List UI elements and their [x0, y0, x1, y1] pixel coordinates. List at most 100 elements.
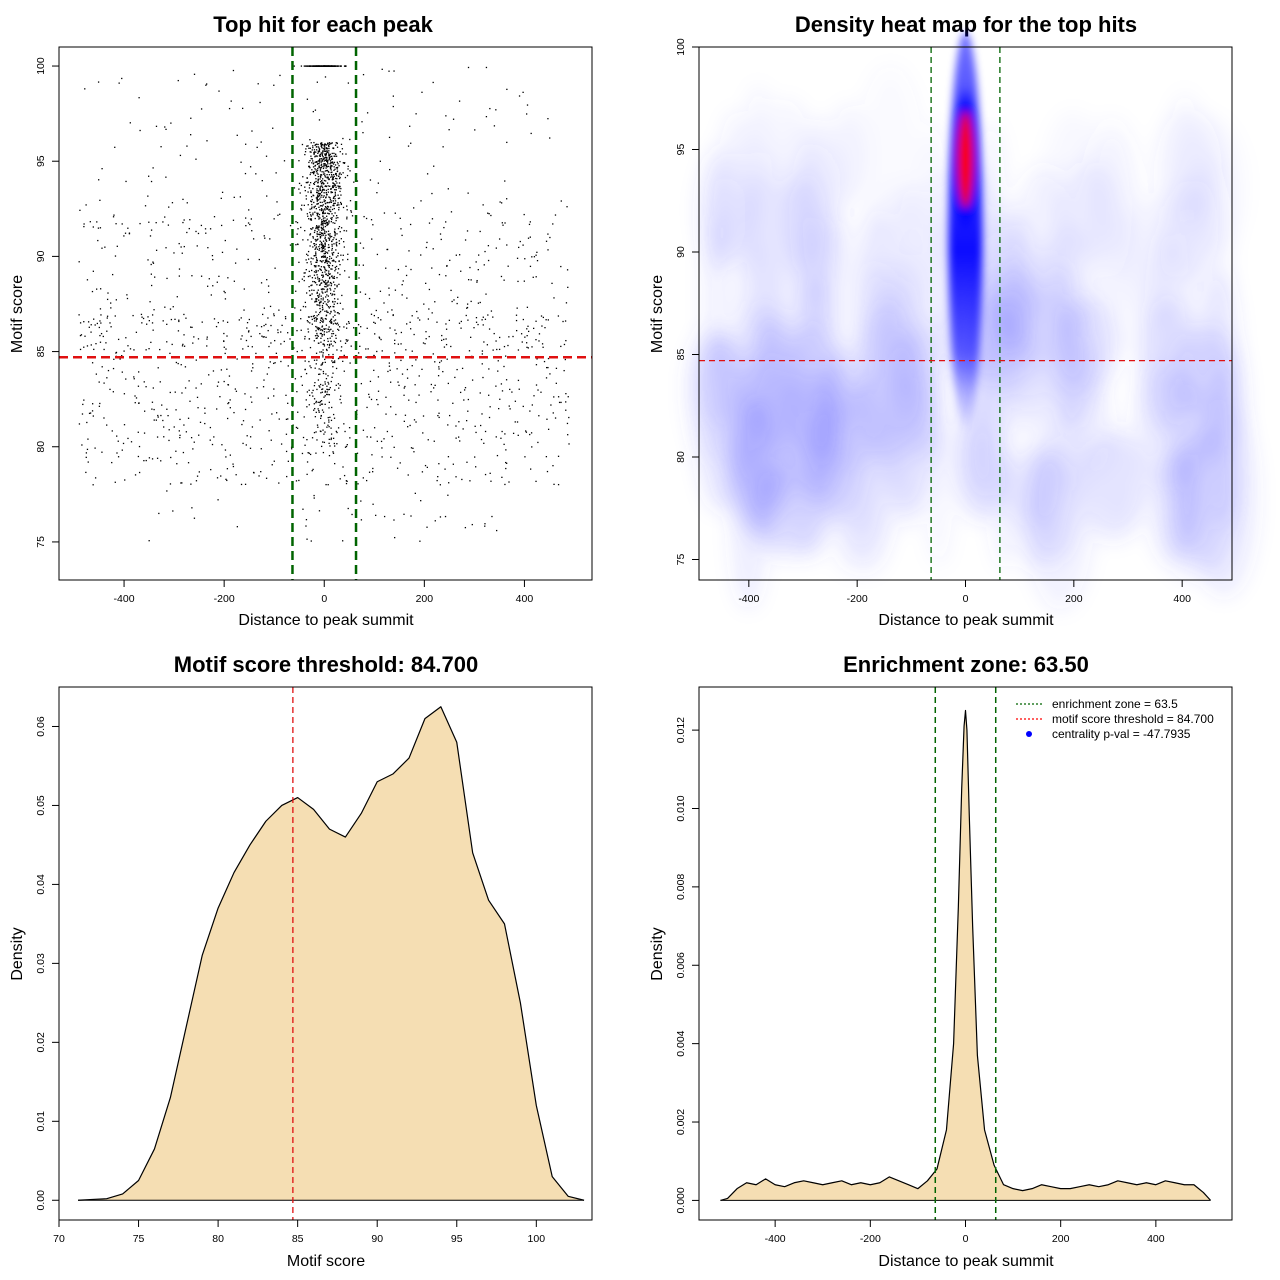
scatter-point — [322, 361, 324, 364]
scatter-point — [320, 341, 322, 343]
scatter-point — [517, 280, 519, 283]
score-x-tick-label: 80 — [212, 1233, 224, 1245]
scatter-point — [480, 424, 482, 427]
scatter-point — [383, 515, 386, 518]
scatter-point — [543, 360, 546, 363]
scatter-point — [540, 315, 543, 317]
scatter-point — [415, 359, 417, 361]
scatter-point — [330, 318, 332, 321]
scatter-point — [319, 383, 322, 386]
scatter-point — [440, 339, 443, 341]
scatter-point — [463, 389, 466, 391]
scatter-point — [165, 128, 167, 130]
scatter-point — [517, 349, 520, 351]
scatter-point — [320, 417, 322, 420]
scatter-point — [328, 407, 330, 409]
scatter-point — [411, 315, 413, 317]
scatter-point — [371, 238, 373, 240]
scatter-point — [387, 370, 389, 373]
scatter-point — [328, 239, 331, 241]
scatter-point — [126, 297, 129, 300]
scatter-point — [316, 284, 318, 286]
scatter-point — [163, 426, 165, 428]
scatter-point — [471, 379, 474, 381]
scatter-point — [346, 480, 348, 482]
scatter-point — [331, 335, 333, 337]
scatter-point — [129, 348, 132, 350]
scatter-panel: Top hit for each peak -400 -200 0 200 400 75… — [9, 12, 593, 629]
scatter-point — [334, 341, 337, 344]
scatter-point — [298, 479, 300, 482]
scatter-point — [400, 359, 402, 362]
score-y-label: Density — [9, 927, 26, 980]
heatmap-blob — [697, 152, 757, 267]
scatter-point — [339, 326, 341, 328]
scatter-point — [307, 215, 309, 217]
scatter-point — [348, 276, 350, 278]
scatter-point — [538, 340, 540, 342]
scatter-point — [500, 202, 503, 204]
scatter-point — [319, 233, 321, 236]
scatter-point — [326, 311, 328, 313]
scatter-point — [326, 160, 329, 163]
scatter-point — [310, 142, 312, 144]
scatter-point — [554, 417, 557, 419]
scatter-point — [182, 343, 184, 346]
scatter-point — [326, 176, 328, 179]
scatter-point — [304, 301, 307, 304]
scatter-point — [310, 257, 312, 259]
scatter-point — [319, 174, 322, 176]
scatter-point — [333, 442, 335, 445]
scatter-point — [458, 254, 461, 256]
scatter-point — [345, 339, 347, 341]
scatter-point — [313, 289, 315, 292]
scatter-point — [299, 192, 301, 194]
scatter-point — [223, 332, 225, 335]
scatter-point — [318, 229, 320, 231]
scatter-point — [317, 162, 319, 165]
scatter-point — [467, 66, 470, 69]
scatter-point — [336, 168, 338, 170]
scatter-point — [321, 325, 324, 327]
scatter-point — [430, 383, 433, 386]
scatter-point — [103, 417, 105, 419]
scatter-point — [253, 472, 255, 474]
scatter-point — [321, 363, 323, 366]
scatter-point — [318, 301, 321, 304]
scatter-point — [325, 239, 327, 242]
scatter-point — [325, 223, 327, 225]
scatter-point — [475, 316, 478, 319]
scatter-point — [312, 246, 314, 248]
scatter-point — [243, 288, 245, 290]
scatter-point — [310, 151, 312, 153]
scatter-point — [275, 172, 277, 174]
scatter-point — [336, 182, 338, 184]
scatter-point — [333, 445, 336, 447]
legend-pval-swatch — [1026, 731, 1032, 737]
scatter-point — [99, 341, 102, 343]
scatter-point — [252, 363, 254, 365]
scatter-point — [150, 229, 153, 231]
scatter-point — [546, 366, 548, 369]
heatmap-blob — [785, 277, 841, 465]
scatter-point — [139, 129, 141, 132]
scatter-point — [228, 107, 231, 110]
scatter-point — [302, 436, 305, 439]
scatter-point — [316, 188, 318, 190]
scatter-point — [546, 470, 549, 473]
scatter-point — [191, 275, 193, 277]
scatter-point — [483, 264, 485, 266]
scatter-point — [160, 146, 162, 148]
scatter-point — [338, 165, 340, 167]
scatter-point — [374, 322, 376, 324]
scatter-point — [310, 284, 312, 287]
scatter-point — [557, 396, 560, 398]
scatter-point — [503, 345, 506, 348]
scatter-point — [318, 409, 320, 412]
scatter-point — [334, 360, 336, 362]
scatter-point — [180, 246, 182, 248]
scatter-point — [213, 318, 216, 320]
scatter-point — [346, 216, 348, 218]
scatter-point — [317, 195, 319, 198]
scatter-point — [336, 286, 338, 288]
